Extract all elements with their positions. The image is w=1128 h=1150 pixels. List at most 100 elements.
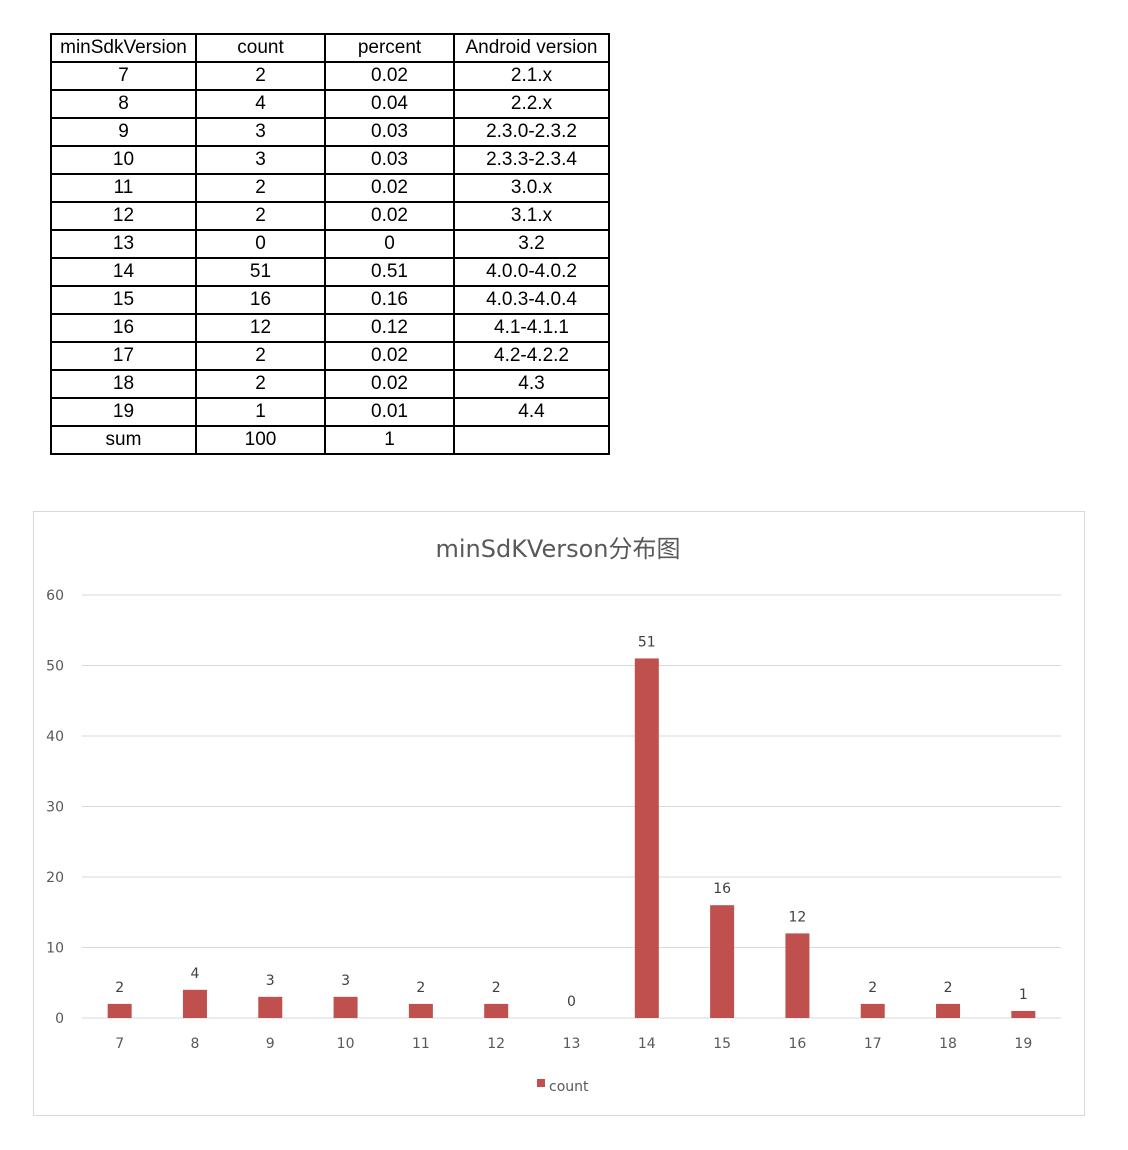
x-tick-label: 7 (115, 1036, 124, 1052)
header-minsdkversion: minSdkVersion (50, 33, 197, 63)
x-tick-label: 14 (638, 1036, 656, 1052)
y-tick-label: 30 (46, 800, 64, 816)
x-tick-label: 9 (266, 1036, 275, 1052)
cell-count: 2 (195, 201, 326, 231)
cell-percent: 0.03 (324, 117, 455, 147)
x-axis-ticks: 7 8 9 10 11 12 13 14 15 16 17 18 19 (115, 1036, 1032, 1052)
table-body: 7 2 0.02 2.1.x 8 4 0.04 2.2.x 9 3 0.03 2… (50, 61, 610, 455)
x-tick-label: 10 (337, 1036, 355, 1052)
gridlines (82, 594, 1061, 1019)
cell-percent: 1 (324, 425, 455, 455)
legend: count (537, 1079, 589, 1095)
data-label: 16 (713, 881, 731, 897)
chart-title: minSdKVerson分布图 (435, 535, 680, 563)
cell-percent: 0.12 (324, 313, 455, 343)
cell-count: 2 (195, 369, 326, 399)
data-label: 3 (341, 973, 350, 989)
data-label: 2 (115, 980, 124, 996)
table-header-row: minSdkVersion count percent Android vers… (50, 33, 610, 63)
cell-percent: 0.02 (324, 369, 455, 399)
cell-count: 12 (195, 313, 326, 343)
cell-percent: 0.02 (324, 61, 455, 91)
cell-minsdkversion: 14 (50, 257, 197, 287)
cell-percent: 0.04 (324, 89, 455, 119)
bar (936, 1003, 961, 1018)
cell-percent: 0 (324, 229, 455, 259)
x-tick-label: 13 (563, 1036, 581, 1052)
y-tick-label: 0 (55, 1011, 64, 1027)
cell-percent: 0.03 (324, 145, 455, 175)
cell-android-version (453, 425, 610, 455)
data-label: 2 (868, 980, 877, 996)
data-label: 3 (266, 973, 275, 989)
cell-android-version: 4.4 (453, 397, 610, 427)
cell-android-version: 4.3 (453, 369, 610, 399)
header-percent: percent (324, 33, 455, 63)
cell-minsdkversion: 11 (50, 173, 197, 203)
table-row: 8 4 0.04 2.2.x (50, 89, 610, 119)
cell-minsdkversion: 10 (50, 145, 197, 175)
cell-minsdkversion: 16 (50, 313, 197, 343)
cell-minsdkversion: 13 (50, 229, 197, 259)
cell-count: 1 (195, 397, 326, 427)
cell-android-version: 3.2 (453, 229, 610, 259)
cell-android-version: 2.1.x (453, 61, 610, 91)
cell-minsdkversion: 17 (50, 341, 197, 371)
bar (860, 1003, 885, 1018)
cell-count: 3 (195, 117, 326, 147)
data-label: 0 (567, 994, 576, 1010)
cell-minsdkversion: 7 (50, 61, 197, 91)
cell-count: 16 (195, 285, 326, 315)
cell-minsdkversion: 9 (50, 117, 197, 147)
cell-minsdkversion: 15 (50, 285, 197, 315)
bar (408, 1003, 433, 1018)
cell-count: 2 (195, 173, 326, 203)
bars (107, 658, 1036, 1018)
y-tick-label: 10 (46, 941, 64, 957)
x-tick-label: 12 (487, 1036, 505, 1052)
x-tick-label: 8 (191, 1036, 200, 1052)
bar (333, 996, 358, 1018)
x-tick-label: 15 (713, 1036, 731, 1052)
cell-percent: 0.51 (324, 257, 455, 287)
bar (484, 1003, 509, 1018)
cell-minsdkversion: 12 (50, 201, 197, 231)
data-label: 12 (789, 909, 807, 925)
cell-count: 2 (195, 61, 326, 91)
table-row: 17 2 0.02 4.2-4.2.2 (50, 341, 610, 371)
y-tick-label: 20 (46, 870, 64, 886)
table-row: 9 3 0.03 2.3.0-2.3.2 (50, 117, 610, 147)
data-label: 51 (638, 634, 656, 650)
cell-android-version: 2.3.3-2.3.4 (453, 145, 610, 175)
table-row: 7 2 0.02 2.1.x (50, 61, 610, 91)
cell-percent: 0.02 (324, 341, 455, 371)
data-label: 4 (191, 966, 200, 982)
cell-android-version: 3.0.x (453, 173, 610, 203)
cell-minsdkversion: 8 (50, 89, 197, 119)
cell-percent: 0.02 (324, 201, 455, 231)
data-label: 2 (416, 980, 425, 996)
data-label: 1 (1019, 987, 1028, 1003)
table-row: 18 2 0.02 4.3 (50, 369, 610, 399)
x-tick-label: 19 (1014, 1036, 1032, 1052)
cell-count: 4 (195, 89, 326, 119)
cell-percent: 0.01 (324, 397, 455, 427)
x-tick-label: 11 (412, 1036, 430, 1052)
table-row: 12 2 0.02 3.1.x (50, 201, 610, 231)
cell-percent: 0.16 (324, 285, 455, 315)
legend-swatch (537, 1079, 545, 1087)
cell-minsdkversion: 19 (50, 397, 197, 427)
cell-count: 0 (195, 229, 326, 259)
table-row: 16 12 0.12 4.1-4.1.1 (50, 313, 610, 343)
bar (710, 905, 735, 1018)
bar (182, 989, 207, 1018)
cell-android-version: 2.2.x (453, 89, 610, 119)
chart-container: minSdKVerson分布图 0 10 20 30 40 50 60 2 4 3 3 2 2 0 51 1… (33, 511, 1085, 1116)
sdk-version-table: minSdkVersion count percent Android vers… (50, 33, 610, 455)
bar (258, 996, 283, 1018)
header-android-version: Android version (453, 33, 610, 63)
y-tick-label: 50 (46, 659, 64, 675)
cell-android-version: 4.1-4.1.1 (453, 313, 610, 343)
data-label: 2 (492, 980, 501, 996)
